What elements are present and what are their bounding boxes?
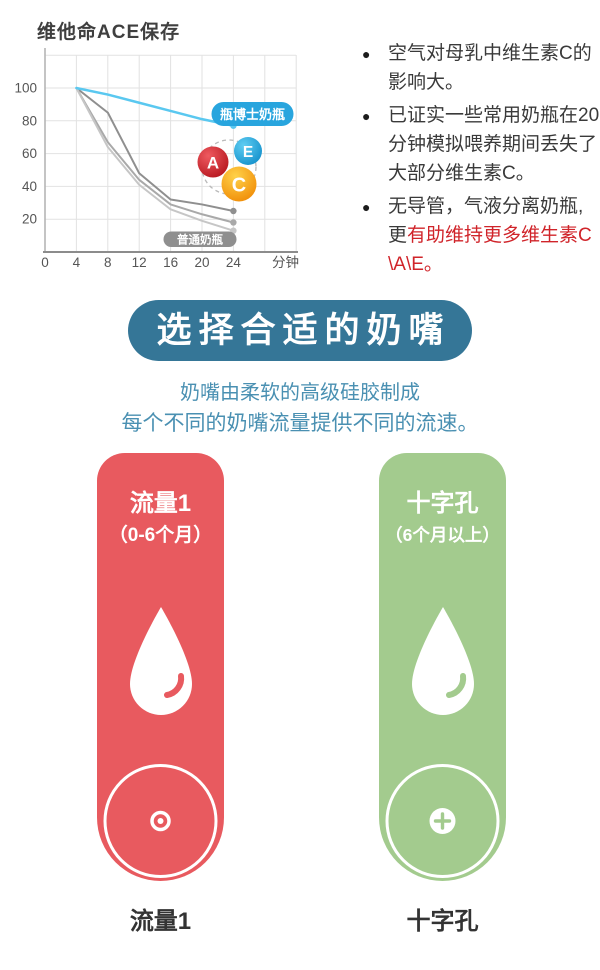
- cross-cut-bottom-label: 十字孔: [406, 908, 479, 935]
- vitamin-a-badge: A: [197, 146, 229, 178]
- svg-text:分钟: 分钟: [272, 254, 299, 270]
- vitamin-c-badge: C: [221, 166, 257, 202]
- droplet-icon: [129, 607, 192, 715]
- subtitle-line-2: 每个不同的奶嘴流量提供不同的流速。: [121, 412, 479, 435]
- cross-hole-icon: [385, 764, 500, 878]
- droplet-icon: [411, 607, 474, 715]
- svg-text:0: 0: [41, 255, 49, 270]
- svg-text:20: 20: [22, 212, 37, 227]
- svg-text:瓶博士奶瓶: 瓶博士奶瓶: [220, 107, 285, 122]
- bullet-list: 空气对母乳中维生素C的 影响大。 已证实一些常用奶瓶在20 分钟模拟喂养期间丢失…: [322, 39, 600, 283]
- svg-text:12: 12: [132, 255, 147, 270]
- svg-text:40: 40: [22, 179, 37, 194]
- svg-text:20: 20: [194, 255, 209, 270]
- section-banner: 选择合适的奶嘴: [128, 300, 472, 361]
- bullet-item-vent-free: 无导管，气液分离奶瓶, 更有助维持更多维生素C \A\E。: [362, 192, 600, 279]
- bullet-item-air: 空气对母乳中维生素C的 影响大。: [362, 39, 600, 97]
- flow1-card: 流量1 （0-6个月）: [97, 453, 224, 881]
- svg-text:16: 16: [163, 255, 178, 270]
- section-subtitles: 奶嘴由柔软的高级硅胶制成 每个不同的奶嘴流量提供不同的流速。: [0, 379, 600, 439]
- svg-text:4: 4: [73, 255, 81, 270]
- svg-text:60: 60: [22, 146, 37, 161]
- chart-title: 维他命ACE保存: [37, 22, 181, 43]
- ordinary-bottle-pill: 普通奶瓶: [163, 231, 237, 247]
- svg-text:C: C: [232, 175, 246, 197]
- cross-cut-card-subtitle: （6个月以上）: [385, 525, 500, 545]
- vitamin-e-badge: E: [234, 137, 262, 165]
- svg-text:8: 8: [104, 255, 112, 270]
- bullet-item-proven-loss: 已证实一些常用奶瓶在20 分钟模拟喂养期间丢失了 大部分维生素C。: [362, 101, 600, 188]
- cross-cut-card-title: 十字孔: [406, 490, 479, 517]
- flow1-hole-icon: [103, 764, 218, 878]
- svg-text:E: E: [243, 144, 253, 161]
- svg-text:普通奶瓶: 普通奶瓶: [177, 233, 223, 247]
- chart-axes-and-ticks: 100 80 60 40 20 0 4 8 12 16 20 24 分钟: [14, 48, 299, 270]
- doctor-bottle-pill: 瓶博士奶瓶: [211, 102, 294, 126]
- vitamin-chart: 100 80 60 40 20 0 4 8 12 16 20 24 分钟 A E C 瓶博士奶瓶 普通奶…: [14, 48, 299, 270]
- svg-text:100: 100: [14, 81, 37, 96]
- flow1-card-title: 流量1: [129, 490, 192, 517]
- svg-text:24: 24: [226, 255, 242, 270]
- subtitle-line-1: 奶嘴由柔软的高级硅胶制成: [180, 382, 420, 404]
- flow1-bottom-label: 流量1: [129, 908, 192, 935]
- cross-cut-card: 十字孔 （6个月以上）: [379, 453, 506, 881]
- flow1-card-subtitle: （0-6个月）: [108, 525, 213, 546]
- svg-text:A: A: [207, 154, 219, 173]
- svg-text:80: 80: [22, 113, 37, 128]
